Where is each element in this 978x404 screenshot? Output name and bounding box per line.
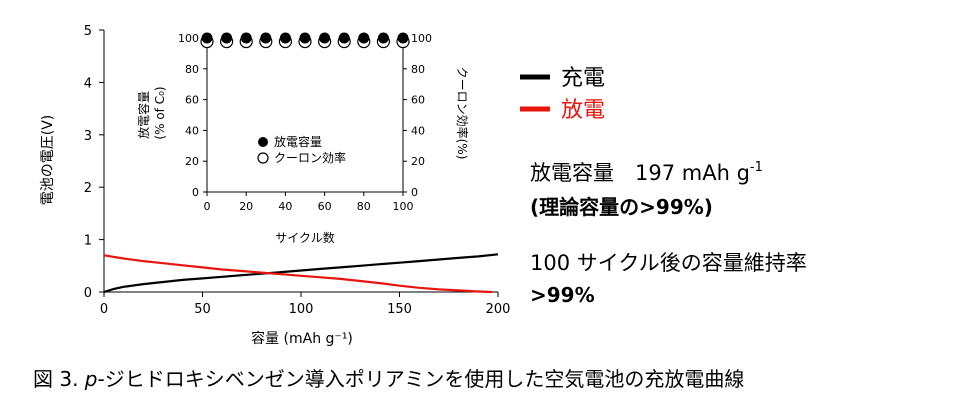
legend-marker-filled [258,137,268,147]
capacity-point [221,32,233,44]
inset-right-tick-label: 20 [411,155,425,168]
inset-x-tick-label: 40 [278,200,292,213]
main-x-tick-label: 0 [100,302,108,317]
main-legend: 充電 放電 [520,66,605,123]
inset-right-tick-label: 80 [411,63,425,76]
annotation-theoretical: (理論容量の>99%) [530,195,713,219]
main-x-tick-label: 150 [387,302,412,317]
main-x-tick-label: 200 [486,302,511,317]
main-x-axis-label: 容量 (mAh g⁻¹) [251,330,353,347]
inset-right-tick-label: 100 [411,32,432,45]
legend-label-charge: 充電 [561,66,605,91]
inset-legend-label-efficiency: クーロン効率 [274,150,346,165]
main-x-tick-label: 50 [194,302,211,317]
inset-right-tick-label: 0 [411,186,418,199]
inset-left-tick-label: 0 [192,186,199,199]
legend-label-discharge: 放電 [561,98,605,123]
capacity-point [377,32,389,44]
discharge-curve [103,254,493,294]
capacity-point [319,32,331,44]
inset-x-axis-label: サイクル数 [275,230,334,245]
inset-right-tick-label: 60 [411,94,425,107]
inset-left-tick-label: 100 [178,32,199,45]
inset-left-tick-label: 20 [185,155,199,168]
inset-x-tick-label: 80 [357,200,371,213]
annotation-retention: 100 サイクル後の容量維持率 [530,251,807,275]
inset-legend-label-capacity: 放電容量 [274,134,322,149]
figure-caption: 図 3. p-ジヒドロキシベンゼン導入ポリアミンを使用した空気電池の充放電曲線 [33,367,744,391]
capacity-point [240,32,252,44]
main-y-tick-label: 3 [84,129,92,144]
capacity-point [397,32,409,44]
main-x-tick-label: 100 [289,302,314,317]
charge-curve [103,253,499,294]
capacity-point [299,32,311,44]
annotation-capacity: 放電容量 197 mAh g-1 [530,160,763,185]
inset-right-tick-label: 40 [411,124,425,137]
inset-x-tick-label: 100 [393,200,414,213]
inset-x-tick-label: 0 [204,200,211,213]
capacity-point [279,32,291,44]
inset-right-y-label: クーロン効率(%) [455,67,470,160]
inset-left-y-label: 放電容量 (% of C₀) [136,86,167,139]
inset-left-tick-label: 80 [185,63,199,76]
capacity-point [358,32,370,44]
inset-x-tick-label: 20 [239,200,253,213]
inset-left-tick-label: 60 [185,94,199,107]
annotation-retention-value: >99% [530,283,595,307]
main-y-tick-label: 0 [84,286,92,301]
capacity-point [201,32,213,44]
main-y-tick-label: 5 [84,24,92,39]
main-y-tick-label: 2 [84,181,92,196]
capacity-point [338,32,350,44]
inset-x-tick-label: 60 [318,200,332,213]
main-y-axis-label: 電池の電圧(V) [40,115,56,206]
capacity-point [260,32,272,44]
inset-left-tick-label: 40 [185,124,199,137]
main-y-tick-label: 4 [84,76,92,91]
legend-marker-open [257,152,269,164]
main-y-tick-label: 1 [84,234,92,249]
